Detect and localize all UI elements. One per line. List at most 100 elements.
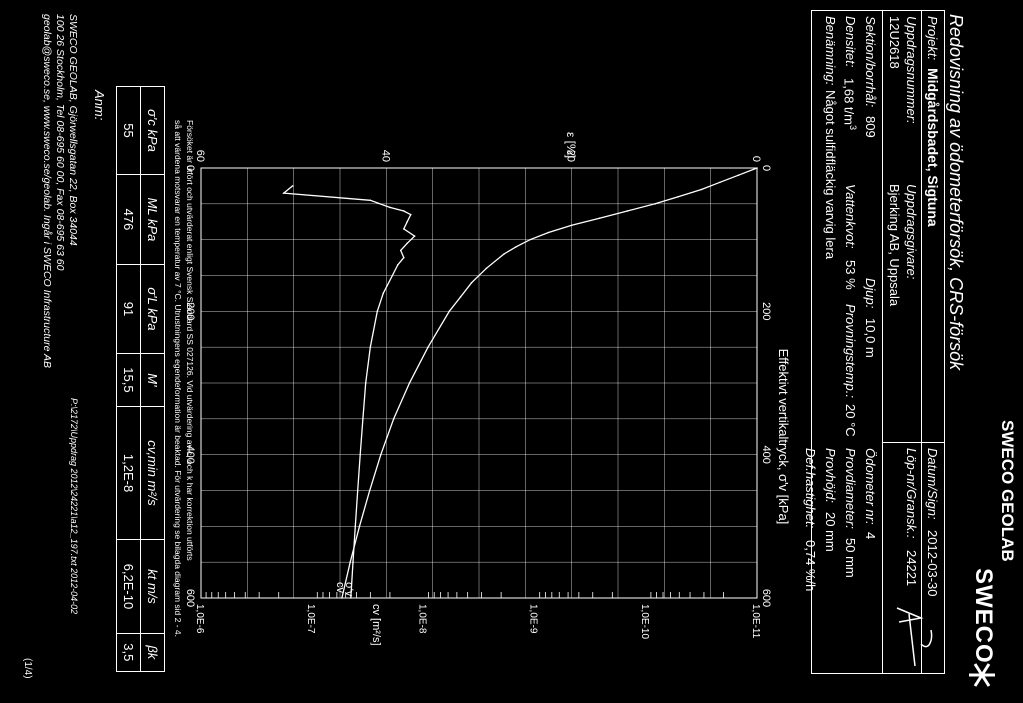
cv-point — [389, 206, 391, 209]
page-number: (1/4) — [22, 658, 33, 679]
cv-point — [409, 213, 412, 216]
results-table: σ'c kPa ML kPa σ'L kPa M' cv,min m²/s kt… — [116, 86, 165, 672]
results-value: 15,5 — [116, 353, 141, 407]
results-header: kt m/s — [140, 539, 165, 634]
cv-point — [291, 185, 294, 187]
x-tick-label: 600 — [760, 589, 772, 607]
cv-point — [403, 256, 405, 259]
cv-point — [364, 382, 367, 384]
strain-point — [737, 174, 740, 176]
plot-frame — [200, 167, 758, 599]
left-tick-label: 20 — [565, 150, 577, 162]
x-axis-label: Effektivt vertikaltryck, σ'v [kPa] — [776, 349, 791, 525]
results-header: M' — [140, 353, 165, 407]
results-value: 6,2E-10 — [116, 539, 141, 634]
right-tick-label: 1,0E-10 — [639, 604, 650, 639]
right-tick-label: 1,0E-8 — [416, 604, 427, 634]
chart-axes — [200, 167, 758, 599]
strain-point — [349, 561, 351, 563]
strain-point — [485, 267, 488, 270]
x-tick-label-bottom: 0 — [184, 165, 196, 171]
results-header-row: σ'c kPa ML kPa σ'L kPa M' cv,min m²/s kt… — [140, 86, 165, 672]
results-header: cv,min m²/s — [140, 406, 165, 540]
cv-point — [382, 292, 384, 295]
results-header: σ'L kPa — [140, 264, 165, 354]
footer-line1: SWECO GEOLAB, Gjörwellsgatan 22, Box 340… — [67, 14, 79, 246]
strain-point — [547, 231, 550, 234]
x-tick-label-bottom: 600 — [184, 589, 196, 607]
strain-point — [448, 310, 451, 313]
strain-point — [654, 203, 656, 205]
cv-point — [396, 263, 399, 266]
footer-line3: geolab@sweco.se, www.sweco.se/geolab. In… — [41, 14, 53, 369]
cv-point — [362, 418, 364, 420]
strain-point — [719, 181, 721, 184]
strain-point — [341, 597, 343, 599]
sweco-logo-icon — [967, 660, 997, 690]
x-tick-label: 400 — [760, 445, 772, 463]
strain-point — [427, 346, 429, 348]
chart-labels: 0 200 400 600 0 200 400 600 Effektivt vertikaltr… — [184, 132, 791, 646]
results-value: 476 — [116, 174, 141, 265]
results-value-row: 55 476 91 15,5 1,2E-8 6,2E-10 3,5 — [116, 86, 141, 672]
results-value: 91 — [116, 264, 141, 354]
x-tick-label-bottom: 400 — [184, 445, 196, 463]
method-note-line2: så att värdena motsvarar en temperatur a… — [173, 120, 183, 637]
curve-label-cv: cv — [334, 582, 346, 594]
strain-point — [598, 217, 601, 219]
right-tick-label: 1,0E-9 — [528, 604, 539, 634]
strain-point — [392, 418, 395, 420]
cv-point — [356, 489, 359, 492]
cv-point — [403, 210, 405, 212]
cv-point — [403, 228, 405, 230]
results-value: 3,5 — [116, 633, 141, 672]
right-tick-label: 1,0E-11 — [750, 604, 761, 639]
strain-point — [470, 281, 473, 284]
right-tick-label: 1,0E-6 — [194, 604, 205, 634]
right-axis-label: cv [m²/s] — [370, 604, 382, 646]
x-tick-label: 0 — [760, 165, 772, 171]
strain-point — [503, 253, 505, 255]
cv-point — [413, 235, 416, 237]
cv-point — [359, 453, 362, 456]
strain-point — [368, 489, 371, 492]
signature-scribble — [889, 600, 939, 670]
left-tick-label: 60 — [194, 150, 206, 162]
cv-point — [406, 242, 408, 245]
chart-marks — [282, 167, 758, 599]
strain-point — [358, 525, 361, 528]
footer-path: P:\2172\Uppdrag 2012\24221\a12_197.txt 2… — [69, 398, 79, 615]
cv-point — [354, 525, 357, 528]
strain-point — [529, 238, 531, 241]
strain-point — [700, 188, 703, 191]
strain-point — [515, 246, 517, 248]
cv-point — [391, 274, 394, 277]
strain-point — [677, 195, 680, 198]
cv-point — [352, 561, 354, 563]
results-value: 55 — [116, 86, 141, 175]
method-note-line1: Försöket är utfört och utvärderat enligt… — [185, 120, 195, 561]
strain-point — [626, 210, 629, 212]
left-tick-label: 40 — [379, 150, 391, 162]
strain-point — [459, 296, 462, 298]
cv-point — [369, 199, 372, 202]
strain-point — [379, 453, 382, 456]
results-value: 1,2E-8 — [116, 406, 141, 540]
left-axis-label: ε [%] — [564, 132, 578, 158]
results-header: βk — [140, 633, 165, 672]
cv-point — [283, 192, 285, 194]
cv-curve — [282, 185, 416, 599]
anm-label: Anm: — [92, 90, 107, 121]
cv-point — [369, 346, 372, 348]
x-tick-label: 200 — [760, 302, 772, 320]
x-tick-label-bottom: 200 — [184, 302, 196, 320]
curve-label-sigma: σ'v — [343, 582, 355, 597]
results-header: ML kPa — [140, 174, 165, 265]
cv-point — [406, 220, 408, 223]
cv-point — [349, 597, 352, 599]
chart-grid — [201, 168, 757, 598]
cv-point — [399, 249, 402, 252]
